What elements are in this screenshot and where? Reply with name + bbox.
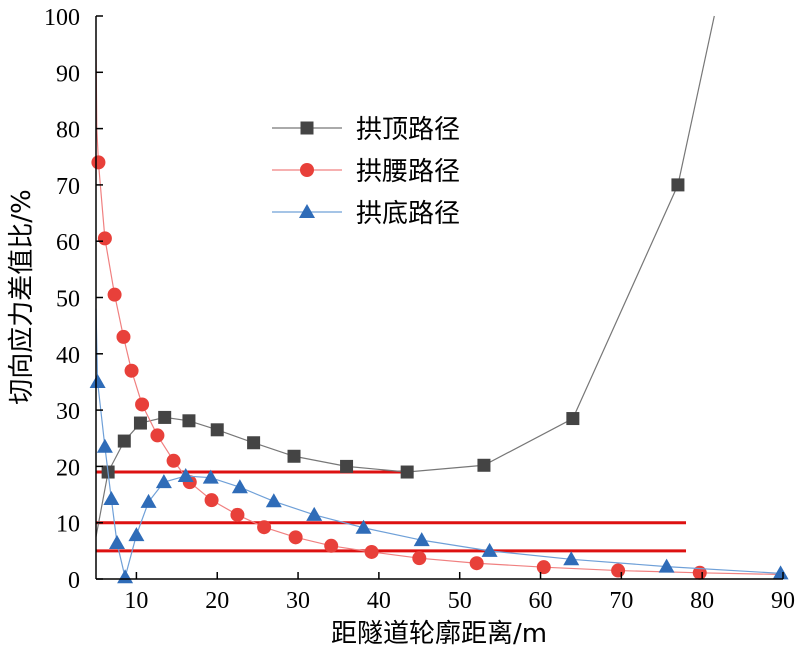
- data-point: [204, 493, 219, 508]
- data-point: [563, 551, 580, 566]
- x-tick-label: 10: [124, 588, 148, 614]
- data-point: [150, 428, 165, 443]
- data-point: [109, 534, 126, 549]
- data-point: [671, 178, 685, 192]
- data-point: [611, 563, 626, 578]
- data-point: [247, 436, 261, 450]
- x-tick-label: 70: [609, 588, 633, 614]
- y-tick-label: 10: [56, 512, 80, 538]
- data-point: [324, 538, 339, 553]
- data-point: [566, 412, 580, 426]
- y-tick-label: 30: [56, 399, 80, 425]
- data-point: [97, 231, 112, 246]
- data-point: [103, 491, 120, 506]
- legend-marker: [300, 121, 314, 135]
- y-tick-label: 50: [56, 287, 80, 313]
- legend-label: 拱底路径: [356, 199, 460, 229]
- x-tick-label: 40: [367, 588, 391, 614]
- x-tick-label: 90: [771, 588, 795, 614]
- legend-marker: [299, 204, 315, 218]
- data-point: [265, 493, 282, 508]
- data-point: [210, 423, 224, 437]
- data-point: [412, 551, 427, 566]
- series-line: [95, 15, 715, 537]
- data-point: [364, 544, 379, 559]
- y-tick-label: 100: [44, 5, 80, 31]
- y-tick-label: 70: [56, 174, 80, 200]
- legend-marker: [300, 163, 314, 177]
- x-axis-title: 距隧道轮廓距离/m: [331, 619, 547, 649]
- x-tick-label: 30: [286, 588, 310, 614]
- data-point: [536, 560, 551, 575]
- data-point: [182, 414, 196, 428]
- data-point: [107, 287, 122, 302]
- data-point: [469, 556, 484, 571]
- data-point: [133, 416, 147, 430]
- x-tick-label: 80: [690, 588, 714, 614]
- y-tick-label: 60: [56, 230, 80, 256]
- data-point: [202, 469, 219, 484]
- series-waist-path: [91, 49, 784, 580]
- data-point: [128, 527, 145, 542]
- data-point: [135, 397, 150, 412]
- y-tick-label: 40: [56, 343, 80, 369]
- data-point: [658, 558, 675, 573]
- data-point: [287, 449, 301, 463]
- data-point: [355, 519, 372, 534]
- x-tick-label: 50: [448, 588, 472, 614]
- data-point: [340, 459, 354, 473]
- x-tick-label: 20: [205, 588, 229, 614]
- data-point: [117, 569, 134, 584]
- axes: [95, 16, 783, 580]
- data-point: [306, 506, 323, 521]
- data-point: [177, 467, 194, 482]
- series-layer: [89, 15, 789, 584]
- ticks: 10 20 30 40 50 60 70 80 90 0 10 20 30 40 50 60 70 80 90 100: [44, 5, 795, 614]
- data-point: [477, 458, 491, 472]
- data-point: [166, 453, 181, 468]
- data-point: [158, 410, 172, 424]
- data-point: [117, 434, 131, 448]
- data-point: [155, 474, 172, 489]
- y-tick-label: 90: [56, 61, 80, 87]
- data-point: [400, 465, 414, 479]
- y-tick-label: 80: [56, 118, 80, 144]
- series-invert-path: [89, 308, 789, 584]
- legend-label: 拱腰路径: [356, 157, 460, 187]
- y-tick-label: 20: [56, 455, 80, 481]
- data-point: [257, 520, 272, 535]
- data-point: [91, 155, 106, 170]
- x-tick-label: 60: [529, 588, 553, 614]
- data-point: [230, 507, 245, 522]
- data-point: [89, 373, 106, 388]
- data-point: [96, 438, 113, 453]
- data-point: [413, 532, 430, 547]
- data-point: [288, 530, 303, 545]
- reference-lines: [96, 470, 687, 553]
- series-crown-path: [95, 15, 715, 537]
- data-point: [481, 542, 498, 557]
- data-point: [772, 565, 789, 580]
- data-point: [140, 493, 157, 508]
- data-point: [231, 479, 248, 494]
- legend-label: 拱顶路径: [356, 115, 460, 145]
- y-axis-title: 切向应力差值比/%: [7, 189, 37, 404]
- y-tick-label: 0: [68, 568, 80, 594]
- data-point: [124, 363, 139, 378]
- data-point: [116, 329, 131, 344]
- series-line: [95, 308, 781, 578]
